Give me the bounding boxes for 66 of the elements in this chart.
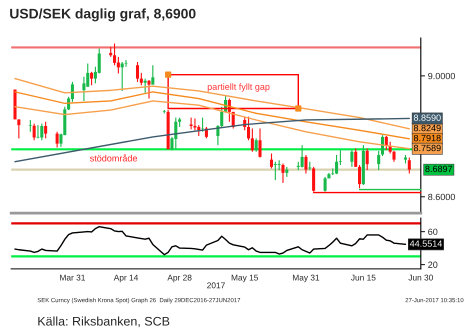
x-tick-label: May 31 xyxy=(292,274,320,282)
candlestick xyxy=(350,150,354,168)
x-tick-label: Jun 15 xyxy=(350,274,376,281)
y-tick-label: 9.0000 xyxy=(428,72,455,80)
candlestick xyxy=(44,121,48,139)
candlestick xyxy=(278,160,281,171)
candlestick xyxy=(116,56,120,74)
candlestick xyxy=(247,116,250,141)
candlestick xyxy=(32,123,36,141)
x-tick-label: Mar 31 xyxy=(60,274,85,281)
line-series xyxy=(14,91,410,140)
candlestick xyxy=(254,138,258,152)
candlestick xyxy=(270,152,274,169)
x-tick-label: Apr 14 xyxy=(114,274,138,282)
candlestick xyxy=(392,150,396,162)
candlestick xyxy=(147,80,151,100)
candlestick xyxy=(300,144,304,168)
x-axis-title: 2017 xyxy=(207,282,225,288)
candlestick xyxy=(82,76,86,102)
annotation: partiellt fyllt gap xyxy=(208,83,270,92)
candlestick xyxy=(250,128,254,152)
ref-line-label: stödområde xyxy=(90,154,138,162)
candlestick xyxy=(201,117,204,132)
candlestick xyxy=(377,150,380,171)
candlestick xyxy=(408,156,411,174)
candlestick xyxy=(140,72,143,86)
candlestick xyxy=(312,166,316,192)
candlestick xyxy=(17,118,20,139)
candlestick xyxy=(120,61,124,92)
x-tick-label: Jun 30 xyxy=(408,274,433,281)
candlestick xyxy=(136,61,140,82)
candlestick xyxy=(281,162,285,184)
candlestick xyxy=(296,161,300,171)
y-tick-label: 8.6000 xyxy=(428,194,455,200)
chart-title: USD/SEK daglig graf, 8,6900 xyxy=(10,8,196,22)
candlestick xyxy=(366,148,369,171)
candlestick xyxy=(258,128,262,158)
data-label: 8.7918 xyxy=(414,134,441,142)
candlestick xyxy=(56,131,59,148)
data-label: 8.7589 xyxy=(414,144,441,152)
line-series xyxy=(14,100,410,150)
candlestick xyxy=(274,161,277,181)
y-tick-label: 60 xyxy=(428,228,438,235)
candlestick xyxy=(285,166,288,178)
candlestick xyxy=(151,64,154,86)
x-tick-label: Apr 28 xyxy=(167,274,192,282)
candlestick xyxy=(335,154,338,175)
line-series xyxy=(14,78,410,130)
y-tick-label: 20 xyxy=(428,262,438,268)
candlestick xyxy=(380,134,384,157)
candlestick xyxy=(40,123,44,141)
candlestick xyxy=(190,117,193,130)
x-tick-label: May 15 xyxy=(232,274,258,282)
data-label: 44.5514 xyxy=(410,240,442,247)
line-series xyxy=(14,226,406,256)
text: Källa: Riksbanken, SCB xyxy=(38,316,170,328)
candlestick xyxy=(304,154,308,174)
data-label: 8.8590 xyxy=(414,114,441,121)
data-label: 8.8249 xyxy=(414,124,441,132)
candlestick xyxy=(144,78,147,94)
candlestick xyxy=(90,71,94,86)
line-series xyxy=(14,118,410,162)
candlestick xyxy=(113,42,116,66)
candlestick xyxy=(324,176,327,192)
ref-line-label: 8.6897 xyxy=(425,166,452,172)
candlestick xyxy=(308,161,312,171)
